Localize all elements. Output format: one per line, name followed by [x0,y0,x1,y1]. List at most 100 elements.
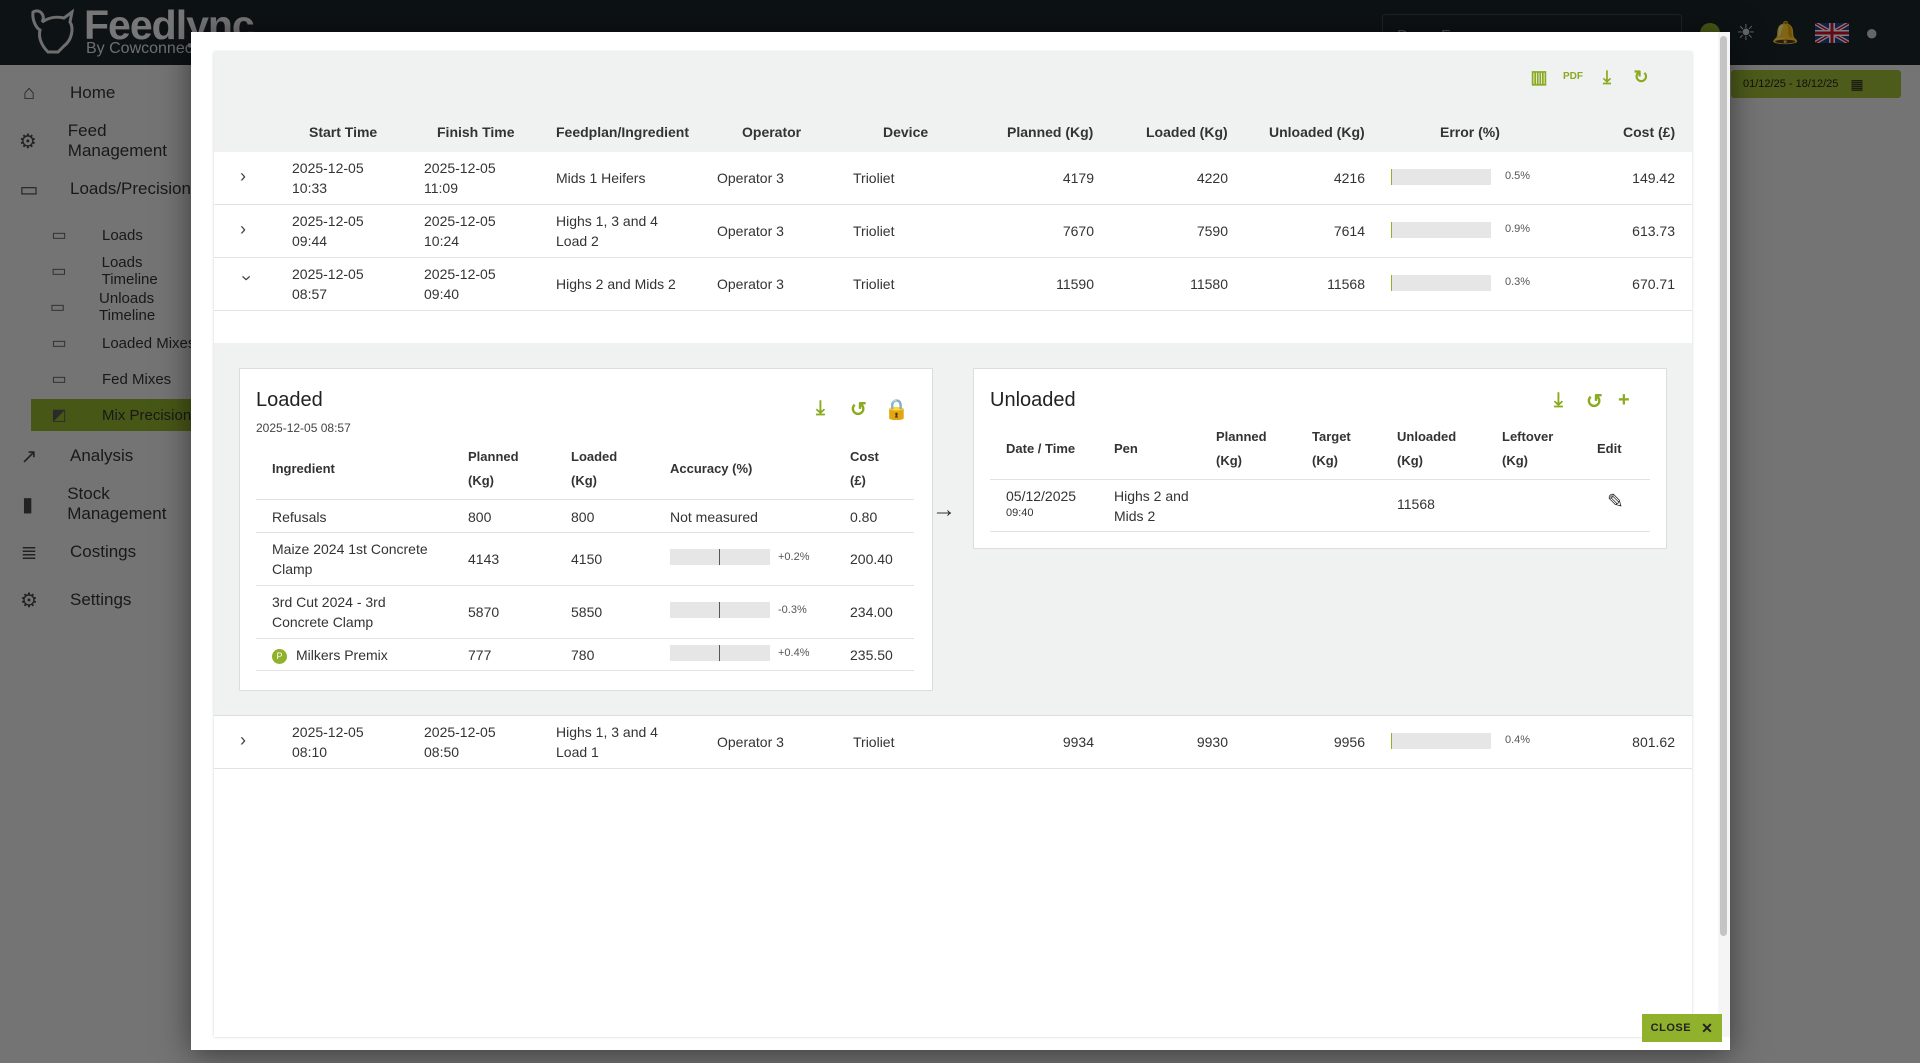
unloaded-value: 11568 [1397,496,1435,512]
leftover-header: Leftover (Kg) [1502,429,1554,468]
cost-value: 200.40 [850,551,893,567]
error-value: 0.5% [1505,170,1531,182]
pdf-icon[interactable]: PDF [1563,71,1583,82]
expanded-row-detail: Loaded 2025-12-05 08:57 ⤓ ↺ 🔒 Ingredient… [214,343,1692,716]
ingredient-name: P Milkers Premix [272,645,388,665]
column-header[interactable]: Device [883,124,929,140]
column-header[interactable]: Feedplan/Ingredient [556,124,690,140]
ingredient-row: P Milkers Premix 777 780 +0.4% 235.50 [256,638,914,671]
start-time-cell: 2025-12-05 08:10 [292,724,364,760]
premix-badge-icon: P [272,649,287,664]
ingredient-name: Maize 2024 1st Concrete Clamp [272,541,428,577]
chevron-right-icon[interactable]: › [240,730,246,750]
start-time-cell: 2025-12-05 10:33 [292,160,364,196]
column-header[interactable]: Finish Time [437,124,515,140]
accuracy-header: Accuracy (%) [670,461,753,476]
unloaded-header: Unloaded (Kg) [1397,429,1457,468]
loaded-value: 800 [571,509,595,525]
download-icon[interactable]: ⤓ [1603,67,1611,87]
pen-name: Highs 2 and Mids 2 [1114,488,1189,524]
column-header[interactable]: Planned (Kg) [1007,124,1094,140]
columns-icon[interactable]: ▥ [1530,67,1548,87]
finish-time-cell: 2025-12-05 09:40 [424,266,496,302]
column-header[interactable]: Loaded (Kg) [1146,124,1228,140]
loaded-value: 780 [571,647,595,663]
planned-header: Planned (Kg) [468,449,519,488]
close-label: CLOSE [1650,1022,1692,1034]
error-bar [1391,733,1491,749]
add-icon[interactable]: + [1618,389,1630,411]
close-button[interactable]: CLOSE ✕ [1642,1014,1722,1042]
ingredient-row: Maize 2024 1st Concrete Clamp 4143 4150 … [256,532,914,585]
loaded-title: Loaded [256,389,323,411]
chevron-right-icon[interactable]: › [240,219,246,239]
feedplan-cell: Highs 1, 3 and 4 Load 2 [556,213,658,249]
planned-cell: 11590 [1056,276,1094,292]
datetime-header: Date / Time [1006,441,1076,456]
column-header[interactable]: Unloaded (Kg) [1269,124,1365,140]
finish-time-cell: 2025-12-05 10:24 [424,213,496,249]
mix-precision-table: ▥ PDF ⤓ ↻ Start Time Finish Time Feedpla… [214,52,1692,1037]
operator-cell: Operator 3 [717,223,784,239]
cost-value: 234.00 [850,604,893,620]
chevron-down-icon[interactable]: › [237,275,257,281]
history-icon[interactable]: ↺ [1586,391,1603,413]
download-icon[interactable]: ⤓ [816,397,825,419]
loaded-cell: 9930 [1196,734,1228,750]
error-bar [1391,222,1491,238]
feedplan-cell: Mids 1 Heifers [556,170,646,186]
chevron-right-icon[interactable]: › [240,166,246,186]
target-header: Target (Kg) [1312,429,1351,468]
table-row[interactable]: › 2025-12-05 08:10 2025-12-05 08:50 Highs … [214,716,1692,769]
ingredient-row: 3rd Cut 2024 - 3rd Concrete Clamp 5870 5… [256,585,914,638]
finish-time-cell: 2025-12-05 11:09 [424,160,496,196]
planned-cell: 9934 [1062,734,1094,750]
device-cell: Trioliet [853,276,895,292]
ingredient-header: Ingredient [272,461,335,476]
history-icon[interactable]: ↺ [850,399,867,421]
table-row[interactable]: › 2025-12-05 10:33 2025-12-05 11:09 Mids 1… [214,152,1692,205]
table-row[interactable]: › 2025-12-05 09:44 2025-12-05 10:24 Highs … [214,205,1692,258]
cost-cell: 613.73 [1632,223,1675,239]
edit-pencil-icon[interactable]: ✎ [1607,491,1624,513]
column-header[interactable]: Error (%) [1440,124,1500,140]
loaded-cell: 11580 [1190,276,1228,292]
edit-header: Edit [1597,441,1622,456]
loaded-cell: 4220 [1196,170,1228,186]
accuracy-value: +0.4% [778,647,810,659]
cost-cell: 149.42 [1632,170,1675,186]
loaded-header: Loaded (Kg) [571,449,618,488]
column-header[interactable]: Operator [742,124,802,140]
accuracy-bar [670,645,770,661]
accuracy-value: +0.2% [778,551,810,563]
planned-cell: 4179 [1062,170,1094,186]
error-value: 0.3% [1505,276,1531,288]
unloaded-cell: 7614 [1333,223,1365,239]
table-header-bar: ▥ PDF ⤓ ↻ Start Time Finish Time Feedpla… [214,52,1692,152]
ingredient-name: Refusals [272,509,327,525]
lock-icon[interactable]: 🔒 [884,399,909,421]
planned-value: 800 [468,509,492,525]
operator-cell: Operator 3 [717,170,784,186]
device-cell: Trioliet [853,170,895,186]
column-header[interactable]: Start Time [309,124,378,140]
planned-value: 777 [468,647,492,663]
scrollbar-thumb[interactable] [1720,36,1727,936]
start-time-cell: 2025-12-05 09:44 [292,213,364,249]
table-row[interactable]: › 2025-12-05 08:57 2025-12-05 09:40 Highs … [214,258,1692,311]
download-icon[interactable]: ⤓ [1554,389,1563,411]
unload-date: 05/12/2025 [1006,488,1077,504]
feedplan-cell: Highs 2 and Mids 2 [556,276,676,292]
accuracy-bar [670,602,770,618]
unload-row: 05/12/2025 09:40 Highs 2 and Mids 2 1156… [990,479,1650,532]
planned-value: 5870 [468,604,500,620]
operator-cell: Operator 3 [717,734,784,750]
loaded-timestamp: 2025-12-05 08:57 [256,421,351,435]
error-value: 0.4% [1505,734,1531,746]
unloaded-panel: Unloaded ⤓ ↺ + Date / Time Pen Planned (… [973,368,1667,549]
ingredient-label: Milkers Premix [296,647,388,663]
error-value: 0.9% [1505,223,1531,235]
column-header[interactable]: Cost (£) [1623,124,1676,140]
feedplan-cell: Highs 1, 3 and 4 Load 1 [556,724,658,760]
refresh-icon[interactable]: ↻ [1633,67,1649,87]
